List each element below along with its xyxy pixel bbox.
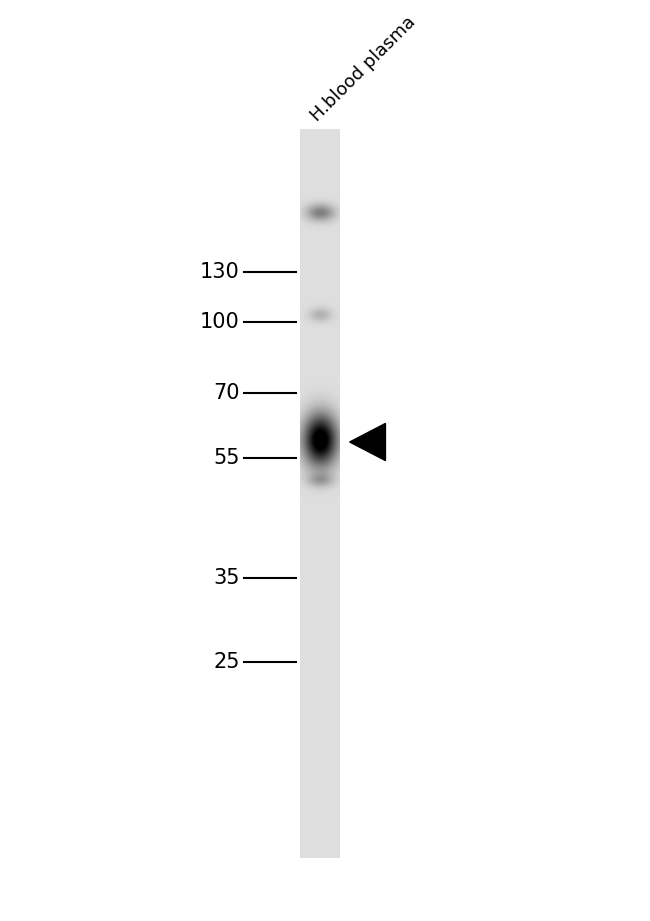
Text: 130: 130: [200, 262, 240, 282]
Text: 25: 25: [213, 652, 240, 672]
Polygon shape: [350, 424, 385, 460]
Text: 55: 55: [213, 448, 240, 468]
Text: 100: 100: [200, 312, 240, 332]
Text: 35: 35: [213, 568, 240, 588]
Text: H.blood plasma: H.blood plasma: [307, 13, 420, 125]
Text: 70: 70: [213, 383, 240, 403]
